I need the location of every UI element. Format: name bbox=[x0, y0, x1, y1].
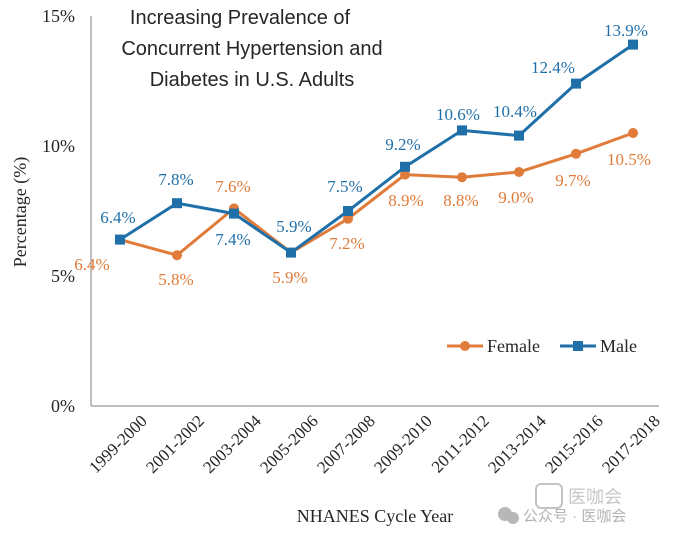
data-label: 5.9% bbox=[276, 217, 311, 236]
data-label: 9.7% bbox=[555, 171, 590, 190]
series-female bbox=[115, 128, 638, 261]
y-tick-label-5: 5% bbox=[51, 266, 75, 286]
data-label: 10.5% bbox=[607, 150, 651, 169]
x-tick-label: 2009-2010 bbox=[370, 411, 436, 477]
data-point-female bbox=[514, 167, 524, 177]
y-tick-label-0: 0% bbox=[51, 396, 75, 416]
x-tick-labels: 1999-2000 2001-2002 2003-2004 2005-2006 … bbox=[85, 411, 664, 477]
y-tick-label-15: 15% bbox=[42, 6, 75, 26]
x-tick-label: 1999-2000 bbox=[85, 411, 151, 477]
data-label: 10.4% bbox=[493, 102, 537, 121]
data-label: 9.2% bbox=[385, 135, 420, 154]
x-tick-label: 2013-2014 bbox=[484, 411, 550, 477]
x-tick-label: 2011-2012 bbox=[428, 411, 493, 476]
data-labels-female: 6.4% 5.8% 7.6% 5.9% 7.2% 8.9% 8.8% 9.0% … bbox=[74, 150, 651, 289]
data-point-female bbox=[628, 128, 638, 138]
chart-title: Increasing Prevalence of Concurrent Hype… bbox=[121, 7, 382, 91]
watermark-caption: 公众号 · 医咖会 bbox=[523, 508, 626, 525]
data-label: 5.9% bbox=[272, 268, 307, 287]
data-point-female bbox=[172, 250, 182, 261]
data-label: 5.8% bbox=[158, 270, 193, 289]
y-tick-labels: 0% 5% 10% 15% bbox=[42, 6, 75, 416]
data-label: 7.2% bbox=[329, 234, 364, 253]
data-point-male bbox=[400, 161, 410, 172]
x-tick-label: 2007-2008 bbox=[313, 411, 379, 477]
chart-title-line-1: Increasing Prevalence of bbox=[130, 7, 351, 29]
legend-label-female: Female bbox=[487, 336, 540, 356]
watermark: 医咖会 公众号 · 医咖会 bbox=[498, 483, 626, 525]
legend: Female Male bbox=[447, 336, 637, 356]
legend-marker-male bbox=[573, 341, 583, 351]
series-line-female bbox=[119, 131, 634, 257]
data-label: 8.9% bbox=[388, 191, 423, 210]
data-label: 6.4% bbox=[100, 208, 135, 227]
data-point-female bbox=[400, 169, 410, 180]
data-point-female bbox=[457, 172, 467, 183]
data-label: 7.6% bbox=[215, 177, 250, 196]
x-axis-title: NHANES Cycle Year bbox=[297, 506, 454, 526]
data-point-male bbox=[628, 39, 638, 50]
data-point-male bbox=[172, 198, 182, 209]
data-point-male bbox=[286, 247, 296, 258]
watermark-logo-text: 医咖会 bbox=[568, 487, 622, 507]
data-point-male bbox=[571, 78, 581, 89]
x-tick-label: 2003-2004 bbox=[199, 411, 265, 477]
data-label: 9.0% bbox=[498, 188, 533, 207]
data-label: 10.6% bbox=[436, 105, 480, 124]
y-tick-label-10: 10% bbox=[42, 136, 75, 156]
x-tick-label: 2017-2018 bbox=[598, 411, 664, 477]
x-tick-label: 2005-2006 bbox=[256, 411, 322, 477]
x-tick-label: 2001-2002 bbox=[142, 411, 208, 477]
data-label: 12.4% bbox=[531, 58, 575, 77]
legend-marker-female bbox=[460, 341, 470, 351]
data-point-male bbox=[115, 234, 125, 245]
y-axis-title: Percentage (%) bbox=[10, 157, 31, 267]
watermark-logo-icon bbox=[535, 483, 563, 509]
data-labels-male: 6.4% 7.8% 7.4% 5.9% 7.5% 9.2% 10.6% 10.4… bbox=[100, 21, 648, 249]
data-label: 7.8% bbox=[158, 170, 193, 189]
wechat-icon-bubble bbox=[507, 512, 519, 524]
chart-title-line-3: Diabetes in U.S. Adults bbox=[150, 69, 355, 91]
series-male bbox=[115, 39, 638, 258]
legend-label-male: Male bbox=[600, 336, 637, 356]
data-label: 7.4% bbox=[215, 230, 250, 249]
data-point-female bbox=[343, 213, 353, 224]
data-point-male bbox=[343, 206, 353, 216]
data-point-female bbox=[571, 148, 581, 159]
data-point-male bbox=[514, 130, 524, 141]
x-tick-label: 2015-2016 bbox=[541, 411, 607, 477]
data-label: 6.4% bbox=[74, 255, 109, 274]
data-point-male bbox=[229, 208, 239, 219]
data-label: 7.5% bbox=[327, 177, 362, 196]
chart-title-line-2: Concurrent Hypertension and bbox=[121, 38, 382, 60]
data-point-male bbox=[457, 125, 467, 136]
data-label: 13.9% bbox=[604, 21, 648, 40]
series-line-male bbox=[119, 43, 634, 255]
data-label: 8.8% bbox=[443, 191, 478, 210]
